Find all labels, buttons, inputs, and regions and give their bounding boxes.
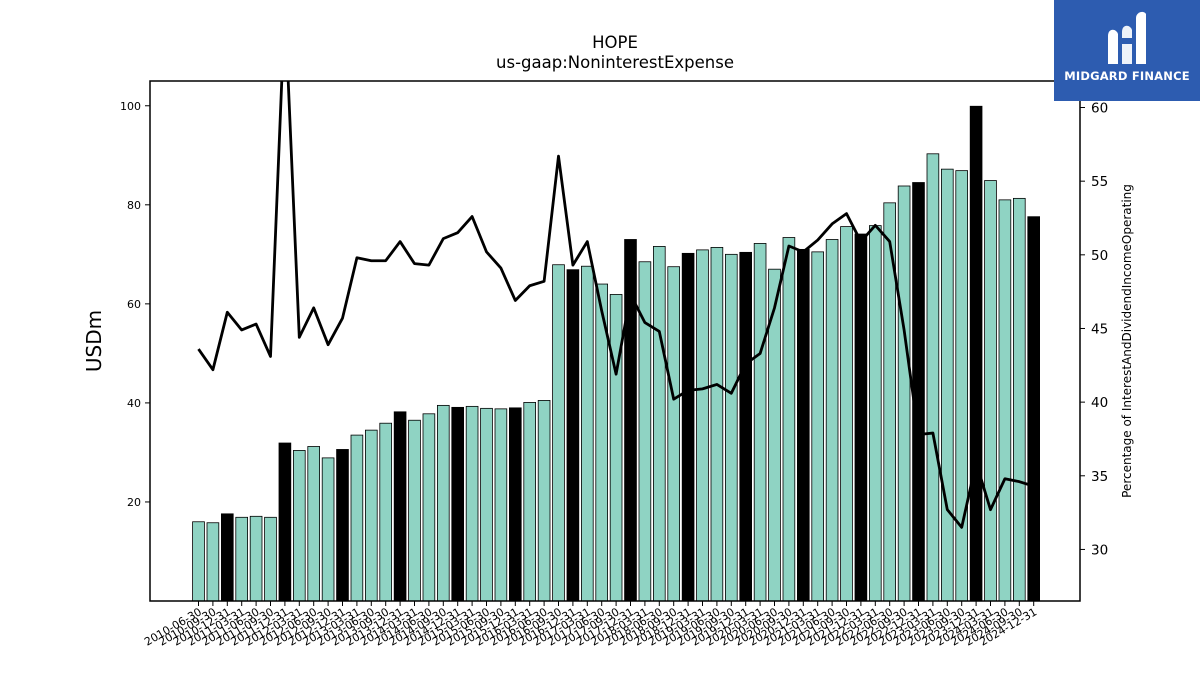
y2-axis-label: Percentage of InterestAndDividendIncomeO… bbox=[1120, 184, 1134, 498]
bar bbox=[941, 168, 954, 602]
y2-tick-label: 35 bbox=[1091, 469, 1108, 485]
bar bbox=[782, 237, 796, 602]
bar bbox=[235, 516, 249, 602]
line-group bbox=[197, 81, 1035, 529]
bar bbox=[552, 264, 565, 602]
bar bbox=[955, 170, 968, 602]
bar bbox=[307, 446, 320, 602]
chart-subtitle: us-gaap:NoninterestExpense bbox=[496, 53, 734, 72]
bar bbox=[581, 265, 594, 602]
bar bbox=[753, 243, 767, 602]
bar bbox=[854, 233, 868, 602]
midgard-finance-logo: MIDGARD FINANCE bbox=[1054, 0, 1200, 101]
bar bbox=[336, 449, 349, 602]
y-axis-label: USDm bbox=[82, 310, 106, 372]
bar bbox=[480, 407, 493, 602]
bar bbox=[897, 185, 911, 602]
bar bbox=[364, 429, 378, 602]
bar bbox=[1013, 197, 1026, 602]
series-line bbox=[197, 81, 1035, 529]
bar bbox=[278, 442, 292, 602]
bar bbox=[451, 406, 464, 602]
bar bbox=[292, 450, 306, 602]
y2-tick-label: 55 bbox=[1091, 174, 1108, 190]
y2-tick-label: 45 bbox=[1091, 321, 1108, 337]
bar bbox=[998, 199, 1012, 602]
bar-group bbox=[192, 105, 1041, 602]
bar bbox=[869, 225, 882, 602]
bar bbox=[350, 434, 364, 602]
bar bbox=[408, 419, 421, 602]
bar bbox=[523, 402, 536, 602]
bar bbox=[609, 294, 623, 602]
bar bbox=[494, 408, 508, 602]
bar bbox=[379, 422, 392, 602]
logo-text: MIDGARD FINANCE bbox=[1064, 69, 1190, 83]
y-tick-label: 40 bbox=[127, 397, 141, 410]
axes: 20406080100303540455055602010-06-302010-… bbox=[120, 80, 1108, 649]
bar bbox=[725, 253, 738, 602]
y2-tick-label: 50 bbox=[1091, 248, 1108, 264]
y-tick-label: 60 bbox=[127, 298, 141, 311]
bar bbox=[840, 226, 853, 602]
bar bbox=[566, 269, 580, 602]
bar bbox=[537, 400, 551, 602]
bar bbox=[696, 249, 709, 602]
y2-tick-label: 30 bbox=[1091, 542, 1108, 558]
bar bbox=[825, 239, 839, 602]
bar bbox=[667, 266, 680, 602]
y-tick-label: 20 bbox=[127, 496, 141, 509]
bar bbox=[249, 515, 263, 602]
bar bbox=[811, 251, 824, 602]
bar bbox=[508, 407, 522, 602]
bar bbox=[797, 248, 810, 602]
bar bbox=[192, 521, 205, 602]
bar bbox=[739, 251, 752, 602]
bar bbox=[264, 516, 277, 602]
bar bbox=[422, 413, 436, 602]
y2-tick-label: 40 bbox=[1091, 395, 1108, 411]
midgard-logo-icon bbox=[1108, 11, 1146, 64]
bar bbox=[321, 457, 335, 602]
bar bbox=[393, 411, 407, 602]
bar bbox=[926, 153, 940, 602]
y-tick-label: 80 bbox=[127, 199, 141, 212]
bar bbox=[653, 246, 666, 602]
y2-tick-label: 60 bbox=[1091, 101, 1108, 117]
plot-frame bbox=[149, 80, 1081, 602]
bar bbox=[984, 180, 997, 602]
bar bbox=[1027, 216, 1041, 602]
bar bbox=[465, 405, 479, 602]
bar bbox=[436, 404, 450, 602]
bar bbox=[220, 513, 234, 602]
chart-title: HOPE bbox=[592, 33, 638, 52]
bar bbox=[912, 182, 925, 602]
bar bbox=[206, 522, 220, 602]
y-tick-label: 100 bbox=[120, 100, 141, 113]
bar bbox=[969, 105, 983, 602]
bar bbox=[710, 246, 724, 602]
bar bbox=[681, 252, 695, 602]
